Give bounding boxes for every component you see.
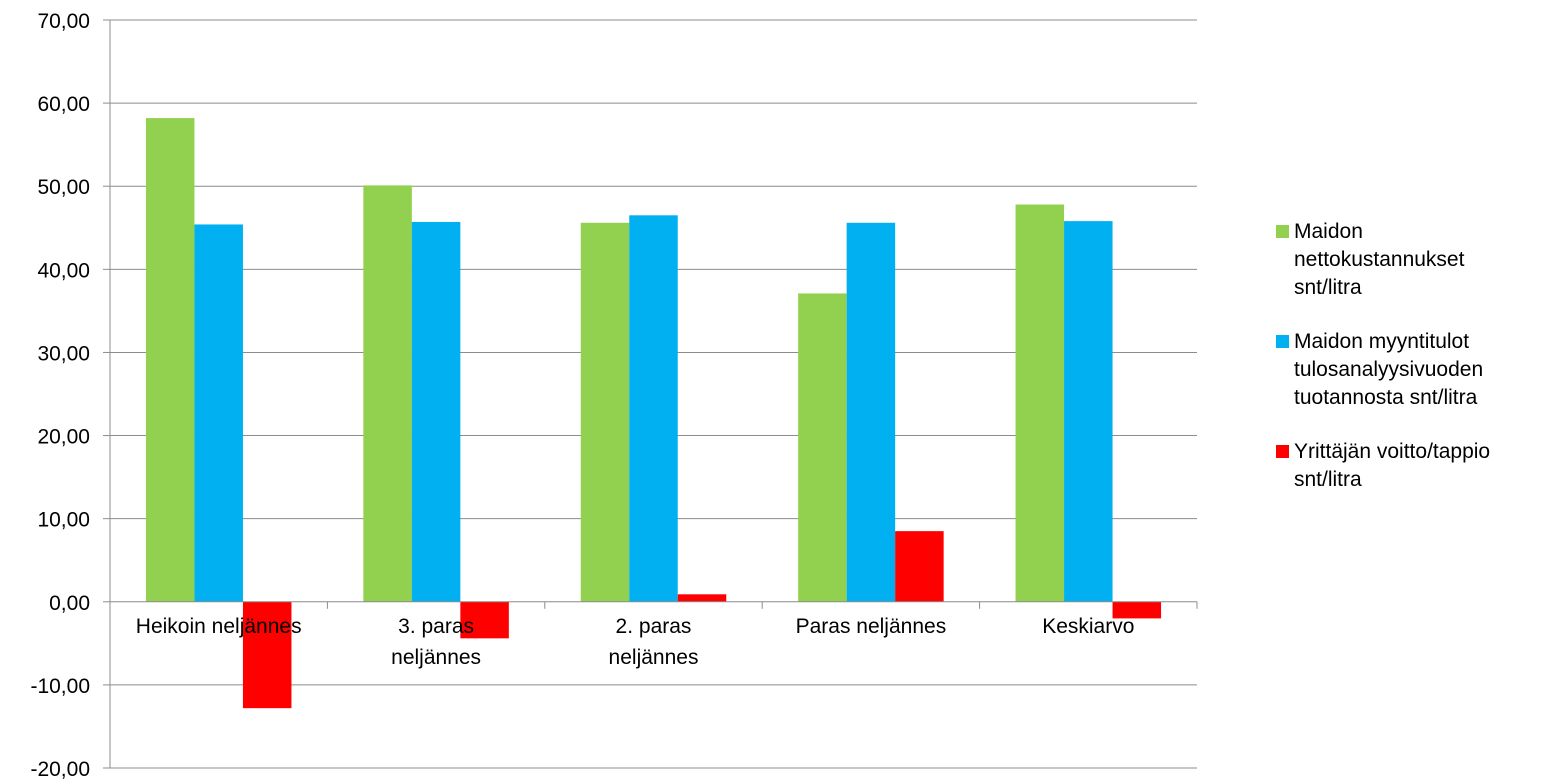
bar bbox=[629, 215, 678, 602]
x-tick-label: 2. paras neljännes bbox=[609, 615, 699, 669]
y-tick-label: 20,00 bbox=[37, 426, 90, 449]
legend-item: Maidon myyntitulot tulosanalyysivuoden tuo… bbox=[1276, 328, 1546, 412]
bar bbox=[798, 293, 847, 602]
y-tick-label: 40,00 bbox=[37, 259, 90, 282]
axes bbox=[103, 19, 1198, 769]
legend: Maidon nettokustannukset snt/litra Maidon m… bbox=[1276, 218, 1546, 494]
bar bbox=[460, 601, 509, 639]
legend-item: Yrittäjän voitto/tappio snt/litra bbox=[1276, 438, 1546, 494]
y-tick-label: 60,00 bbox=[37, 93, 90, 116]
y-tick-label: -20,00 bbox=[30, 758, 90, 779]
x-tick-label: Paras neljännes bbox=[796, 615, 947, 638]
legend-label-line: tuotannosta snt/litra bbox=[1294, 386, 1478, 409]
bar bbox=[846, 222, 896, 602]
x-tick-label: Keskiarvo bbox=[1042, 615, 1134, 638]
bar bbox=[677, 594, 727, 602]
bars bbox=[145, 118, 1162, 709]
legend-label-line: Yrittäjän voitto/tappio bbox=[1294, 440, 1491, 463]
y-tick-label: 0,00 bbox=[49, 592, 90, 615]
legend-label-line: tulosanalyysivuoden bbox=[1294, 358, 1484, 381]
bar bbox=[1112, 601, 1162, 619]
x-tick-label: 3. paras neljännes bbox=[391, 615, 481, 669]
y-tick-label: 50,00 bbox=[37, 176, 90, 199]
legend-label-line: snt/litra bbox=[1294, 276, 1362, 299]
legend-label-line: Maidon myyntitulot bbox=[1294, 330, 1470, 353]
x-axis-tick-labels: Heikoin neljännes 3. paras neljännes 2. par… bbox=[136, 615, 1135, 669]
legend-swatch bbox=[1276, 335, 1289, 348]
legend-label-line: Maidon bbox=[1294, 220, 1363, 243]
y-tick-label: 70,00 bbox=[37, 10, 90, 33]
legend-swatch bbox=[1276, 445, 1289, 458]
y-tick-label: 10,00 bbox=[37, 509, 90, 532]
y-tick-label: 30,00 bbox=[37, 342, 90, 365]
bar bbox=[1064, 221, 1113, 602]
bar bbox=[1015, 204, 1065, 602]
bar bbox=[242, 601, 292, 709]
legend-label-line: snt/litra bbox=[1294, 468, 1362, 491]
bar bbox=[895, 531, 944, 602]
y-axis-tick-labels: 70,00 60,00 50,00 40,00 30,00 20,00 10,00 0,00 -… bbox=[30, 10, 90, 779]
bar bbox=[194, 224, 243, 602]
bar bbox=[363, 185, 412, 602]
y-tick-label: -10,00 bbox=[30, 675, 90, 698]
bar bbox=[580, 222, 630, 602]
legend-swatch bbox=[1276, 225, 1289, 238]
x-tick-label: Heikoin neljännes bbox=[136, 615, 302, 638]
legend-item: Maidon nettokustannukset snt/litra bbox=[1276, 218, 1546, 302]
legend-label-line: nettokustannukset bbox=[1294, 248, 1465, 271]
bar bbox=[145, 118, 195, 602]
bar bbox=[411, 221, 461, 602]
